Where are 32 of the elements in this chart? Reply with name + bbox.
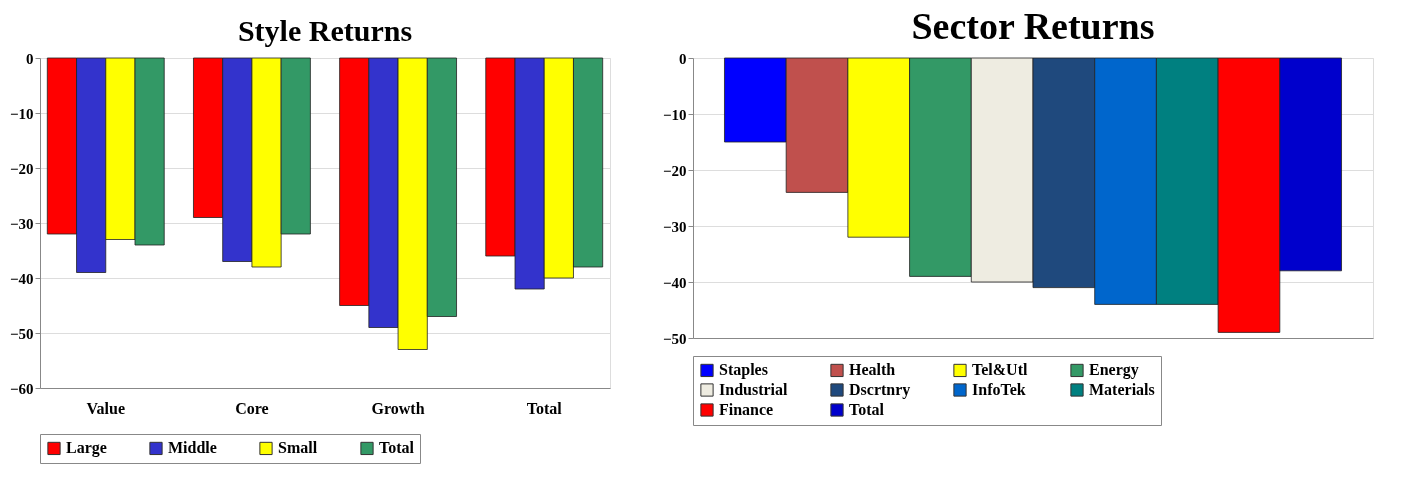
legend-label: Dscrtnry: [849, 381, 911, 399]
y-tick-label: −50: [9, 325, 34, 342]
legend-label: Finance: [719, 401, 774, 418]
legend-label: Tel&Utl: [972, 361, 1028, 379]
y-tick-label: −20: [9, 160, 34, 177]
y-tick-label: −10: [662, 106, 687, 123]
legend-label: Industrial: [719, 381, 789, 398]
y-tick-label: −50: [662, 330, 687, 347]
legend-label: Materials: [1089, 381, 1155, 398]
x-tick-label: Value: [86, 399, 126, 417]
chart-title: Style Returns: [237, 14, 413, 47]
y-tick-label: −20: [662, 162, 687, 179]
x-tick-label: Total: [526, 399, 563, 417]
y-tick-label: 0: [26, 50, 34, 67]
legend-label: Middle: [168, 439, 217, 457]
y-tick-label: 0: [679, 50, 687, 67]
y-tick-label: −40: [662, 274, 687, 291]
chart-title: Sector Returns: [911, 5, 1155, 47]
y-tick-label: −30: [662, 218, 687, 235]
y-tick-label: −60: [9, 380, 34, 397]
legend-label: InfoTek: [972, 381, 1026, 398]
y-tick-label: −30: [9, 215, 34, 232]
legend-label: Energy: [1089, 361, 1139, 380]
legend-label: Large: [66, 439, 107, 458]
legend-label: Total: [379, 439, 415, 457]
y-tick-label: −10: [9, 105, 34, 122]
legend-label: Small: [278, 439, 318, 457]
x-tick-label: Core: [235, 399, 269, 417]
y-tick-label: −40: [9, 270, 34, 287]
legend-label: Staples: [719, 361, 768, 380]
x-tick-label: Growth: [371, 399, 425, 417]
legend-label: Health: [849, 361, 896, 379]
